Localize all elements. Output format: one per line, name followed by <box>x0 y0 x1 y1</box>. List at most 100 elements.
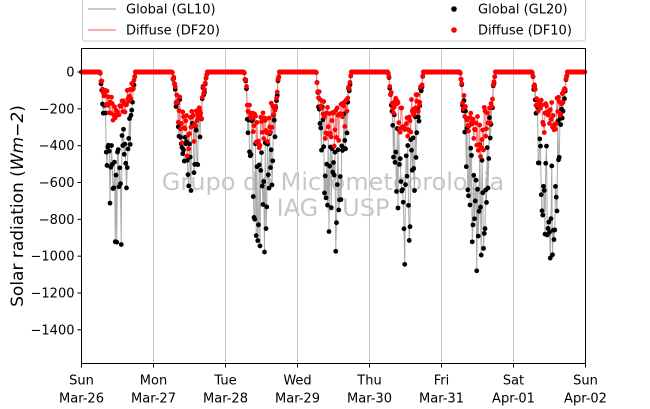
diffuse-df10-point <box>457 70 463 76</box>
diffuse-df10-point <box>261 136 267 141</box>
x-tick-day: Sat <box>503 374 524 389</box>
global-gl20-point <box>188 188 194 193</box>
diffuse-df10-point <box>171 74 177 80</box>
global-gl20-point <box>121 126 126 132</box>
global-gl20-point <box>486 156 492 161</box>
diffuse-df10-point <box>189 109 195 114</box>
x-tick-date: Mar-26 <box>59 392 104 407</box>
y-tick-label: −1000 <box>31 250 75 265</box>
global-gl20-point <box>180 151 186 157</box>
legend-label-gl10: Global (GL10) <box>126 3 216 18</box>
diffuse-df10-point <box>547 121 552 126</box>
diffuse-df10-point <box>475 114 480 119</box>
diffuse-df10-point <box>550 113 556 118</box>
global-gl20-point <box>263 226 269 232</box>
global-gl20-point <box>469 152 474 158</box>
diffuse-df10-point <box>544 103 549 109</box>
global-gl20-point <box>475 233 481 239</box>
diffuse-df10-point <box>325 124 331 130</box>
global-gl20-point <box>335 147 341 153</box>
global-gl20-point <box>271 117 277 123</box>
global-gl20-point <box>107 200 113 206</box>
global-gl20-point <box>338 197 344 202</box>
global-gl20-point <box>124 165 130 170</box>
global-gl20-point <box>550 252 555 258</box>
global-gl20-point <box>265 172 271 178</box>
diffuse-df10-point <box>463 104 468 109</box>
diffuse-df10-point <box>262 117 268 123</box>
x-tick-day: Sun <box>69 374 94 389</box>
x-tick-date: Mar-27 <box>131 392 176 407</box>
diffuse-df10-point <box>178 126 183 132</box>
diffuse-df10-point <box>316 89 322 95</box>
diffuse-df10-point <box>345 95 351 101</box>
global-gl20-point <box>122 141 128 147</box>
global-gl20-point <box>245 130 251 136</box>
diffuse-df10-point <box>180 109 186 115</box>
global-gl20-point <box>337 174 343 179</box>
diffuse-df10-point <box>314 80 320 85</box>
diffuse-df10-point <box>480 127 486 133</box>
global-gl20-point <box>402 261 408 267</box>
global-gl20-point <box>481 245 486 251</box>
diffuse-df10-point <box>472 127 478 133</box>
global-gl20-point <box>482 226 488 232</box>
global-gl20-point <box>538 192 544 198</box>
diffuse-df10-point <box>319 105 324 111</box>
global-gl20-point <box>181 147 186 153</box>
y-tick-label: −200 <box>39 102 75 117</box>
diffuse-df10-point <box>250 129 256 135</box>
global-gl20-point <box>322 190 327 196</box>
global-gl20-point <box>481 230 487 236</box>
diffuse-df10-point <box>247 102 252 108</box>
diffuse-df10-point <box>466 128 471 134</box>
diffuse-df10-point <box>124 102 129 108</box>
diffuse-df10-point <box>460 100 465 106</box>
global-gl20-point <box>270 158 276 164</box>
diffuse-df10-point <box>269 125 275 130</box>
diffuse-df10-point <box>271 112 276 117</box>
diffuse-df10-point <box>346 86 352 92</box>
x-tick-day: Tue <box>213 374 236 389</box>
diffuse-df10-point <box>273 103 279 109</box>
diffuse-df10-point <box>468 110 474 116</box>
global-gl20-point <box>469 239 475 245</box>
global-gl20-point <box>400 199 406 205</box>
diffuse-df10-point <box>491 79 497 85</box>
global-gl20-point <box>412 188 417 193</box>
diffuse-df10-point <box>331 143 337 149</box>
global-gl20-point <box>327 163 333 169</box>
global-gl20-point <box>261 179 267 184</box>
global-gl20-point <box>264 204 270 210</box>
global-gl20-point <box>121 151 127 157</box>
global-gl20-point <box>184 157 190 163</box>
diffuse-df10-point <box>202 80 208 86</box>
global-gl20-point <box>554 208 560 214</box>
global-gl20-point <box>395 205 401 211</box>
diffuse-df10-point <box>202 87 207 93</box>
y-tick-label: 0 <box>66 66 74 81</box>
diffuse-df10-point <box>274 95 279 101</box>
global-gl20-point <box>334 220 339 226</box>
diffuse-df10-point <box>254 120 260 125</box>
global-gl20-point <box>406 238 412 243</box>
diffuse-df10-point <box>347 79 353 85</box>
diffuse-df10-point <box>530 73 536 79</box>
diffuse-df10-point <box>484 110 490 116</box>
plot-data <box>79 69 588 274</box>
global-gl20-point <box>127 142 133 147</box>
diffuse-df10-point <box>259 119 264 124</box>
diffuse-df10-point <box>549 100 555 105</box>
diffuse-df10-point <box>118 103 124 109</box>
diffuse-df10-point <box>188 124 194 130</box>
global-gl20-point <box>269 182 275 188</box>
global-gl20-point <box>394 189 399 194</box>
diffuse-df10-point <box>420 73 426 79</box>
global-gl20-point <box>333 248 339 254</box>
diffuse-df10-point <box>258 114 264 120</box>
diffuse-df10-point <box>241 70 247 76</box>
global-gl20-point <box>562 96 567 102</box>
x-tick-date: Mar-30 <box>347 392 392 407</box>
axes-frame <box>81 48 586 364</box>
